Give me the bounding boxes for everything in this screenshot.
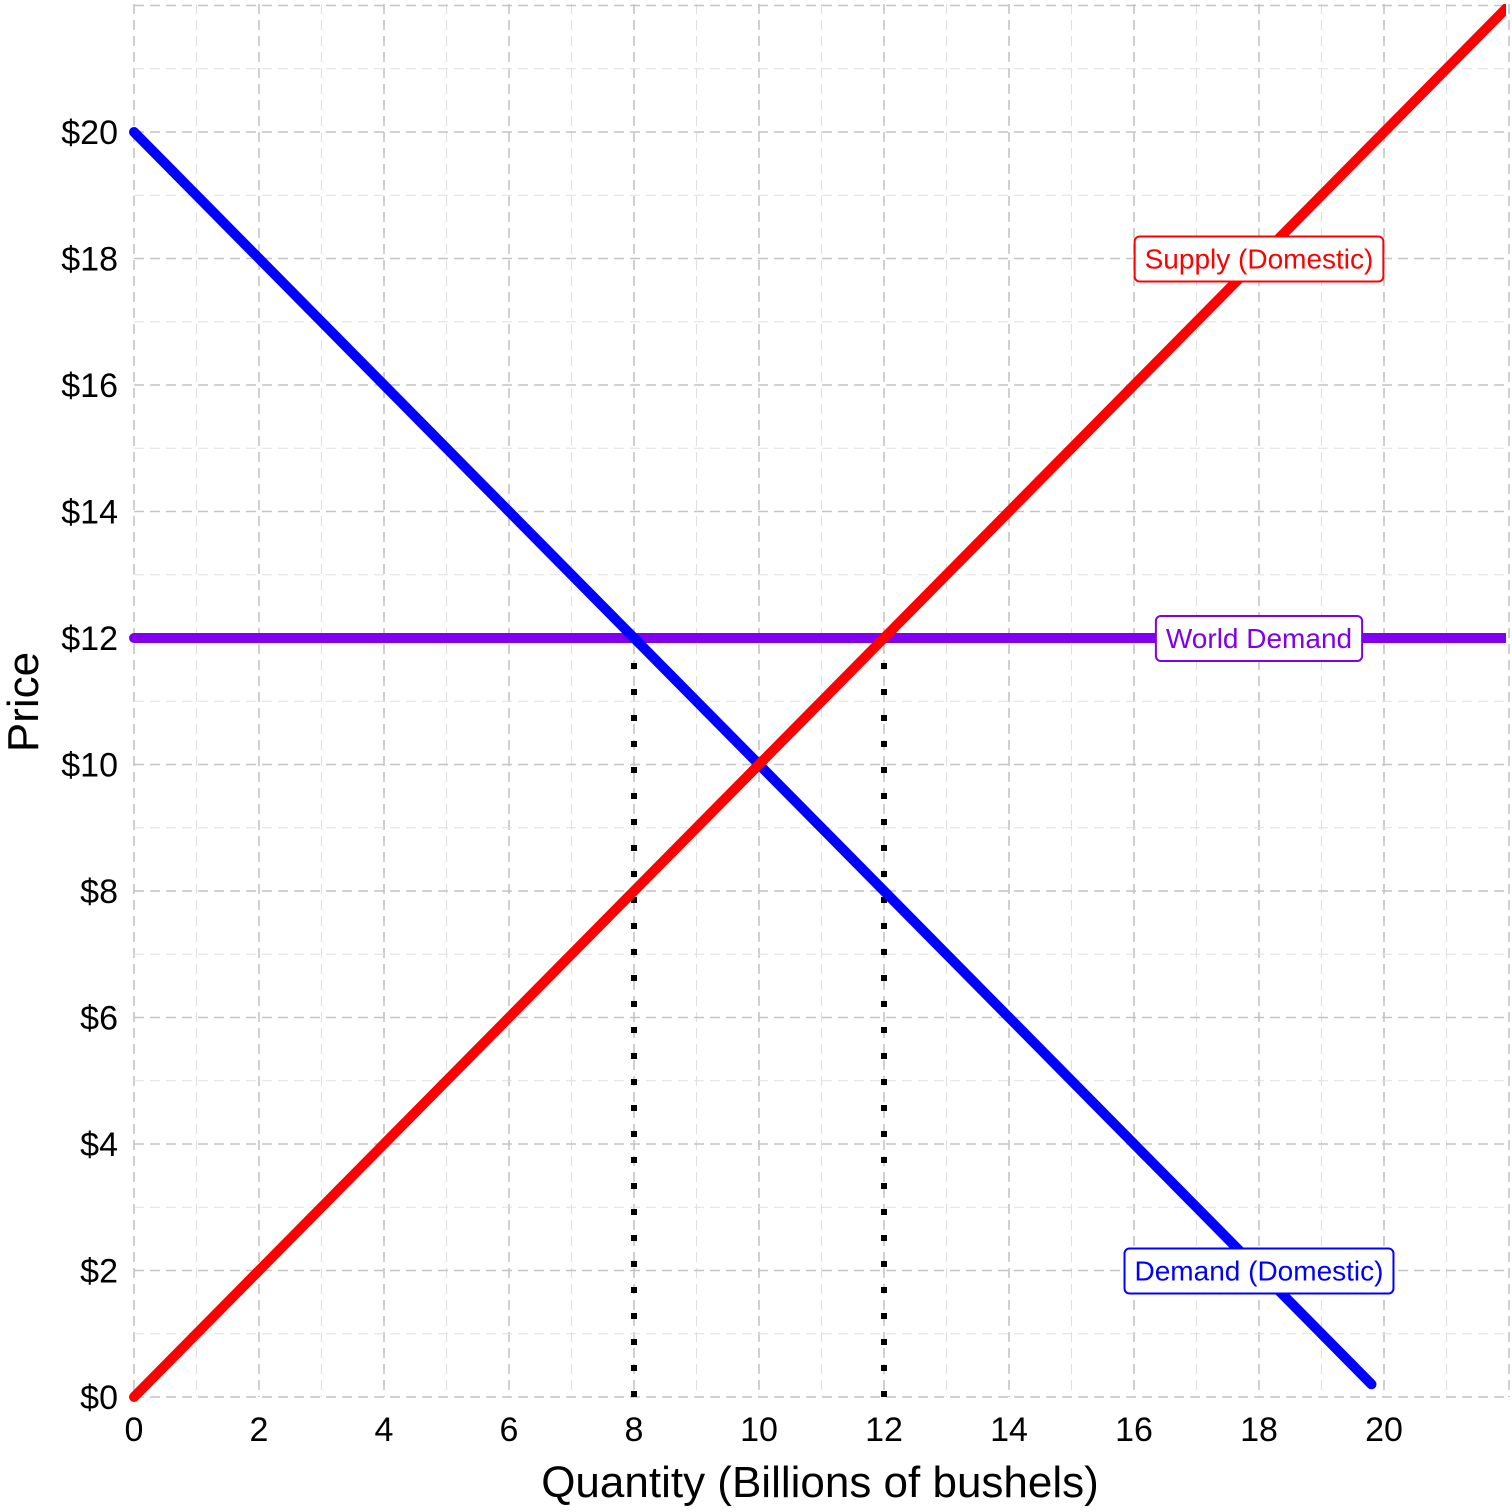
x-axis-ticks: 0 2 4 6 8 10 12 14 16 18 20 (125, 1411, 1403, 1449)
y-tick-label: $12 (61, 620, 118, 658)
curve-label-box (1133, 235, 1385, 283)
curve-label-text: Supply (Domestic) (1145, 244, 1374, 275)
y-tick-label: $8 (80, 873, 118, 911)
x-tick-label: 8 (625, 1411, 644, 1449)
x-tick-label: 12 (865, 1411, 903, 1449)
y-tick-label: $16 (61, 367, 118, 405)
curve-labels: Supply (Domestic) World Demand Demand (Dom… (1123, 235, 1395, 1295)
y-tick-label: $2 (80, 1253, 118, 1291)
y-tick-label: $18 (61, 241, 118, 279)
curve-label-box (1123, 1247, 1395, 1295)
y-tick-label: $14 (61, 494, 118, 532)
curve-label-box (1154, 615, 1364, 662)
series-line-demand-domestic (129, 127, 1377, 1390)
y-tick-label: $0 (80, 1379, 118, 1417)
x-tick-label: 20 (1365, 1411, 1403, 1449)
curve-label-demand-domestic: Demand (Domestic) (1123, 1247, 1395, 1295)
x-axis-title: Quantity (Billions of bushels) (541, 1458, 1099, 1507)
x-tick-label: 14 (990, 1411, 1028, 1449)
x-tick-label: 16 (1115, 1411, 1153, 1449)
y-axis-title: Price (0, 652, 48, 752)
x-tick-label: 0 (125, 1411, 144, 1449)
x-tick-label: 2 (250, 1411, 269, 1449)
y-tick-label: $4 (80, 1126, 118, 1164)
x-tick-label: 4 (375, 1411, 394, 1449)
x-tick-label: 18 (1240, 1411, 1278, 1449)
curve-label-text: World Demand (1166, 623, 1352, 654)
y-tick-label: $6 (80, 1000, 118, 1038)
y-tick-label: $20 (61, 114, 118, 152)
x-tick-label: 10 (740, 1411, 778, 1449)
y-axis-ticks: $0 $2 $4 $6 $8 $10 $12 $14 $16 $18 $20 (61, 114, 118, 1417)
grid (133, 4, 1510, 1398)
curve-label-world-demand: World Demand (1154, 615, 1364, 662)
curve-label-supply-domestic: Supply (Domestic) (1133, 235, 1385, 283)
x-tick-label: 6 (500, 1411, 519, 1449)
curve-label-text: Demand (Domestic) (1135, 1256, 1384, 1287)
y-tick-label: $10 (61, 747, 118, 785)
